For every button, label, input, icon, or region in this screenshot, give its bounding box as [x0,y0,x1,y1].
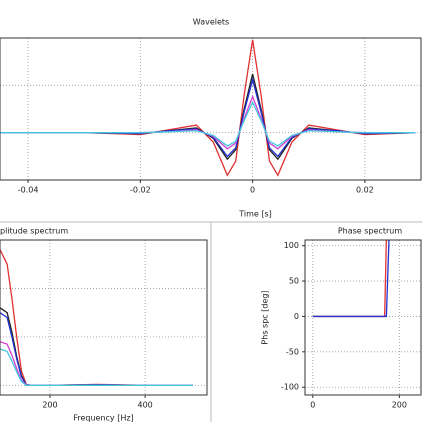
x-tick-label: -0.02 [130,186,151,195]
x-tick-label: 400 [137,401,152,410]
series-line [0,100,416,147]
plot-frame [0,37,422,181]
series-line [312,240,390,318]
x-tick-label: 0 [310,401,315,410]
plot-frame [0,239,208,396]
y-tick-label: 50 [289,277,299,286]
x-tick-label: 200 [42,401,57,410]
y-tick-label: 100 [284,241,299,250]
x-tick-label: 200 [392,401,407,410]
series-line [0,348,193,386]
plot-frame [304,239,422,396]
y-axis-label: Phs spc [deg] [261,290,270,344]
x-axis-label: Time [s] [238,210,272,219]
chart-title: Wavelets [193,18,229,27]
chart-title: Phase spectrum [338,227,402,236]
y-tick-label: 0 [294,312,299,321]
y-tick-label: -100 [281,383,299,392]
x-tick-label: 0 [250,186,255,195]
x-tick-label: 0.02 [356,186,374,195]
chart-title: plitude spectrum [0,227,68,236]
y-tick-label: -50 [286,347,299,356]
x-tick-label: -0.04 [18,186,39,195]
x-axis-label: Frequency [Hz] [73,414,133,422]
